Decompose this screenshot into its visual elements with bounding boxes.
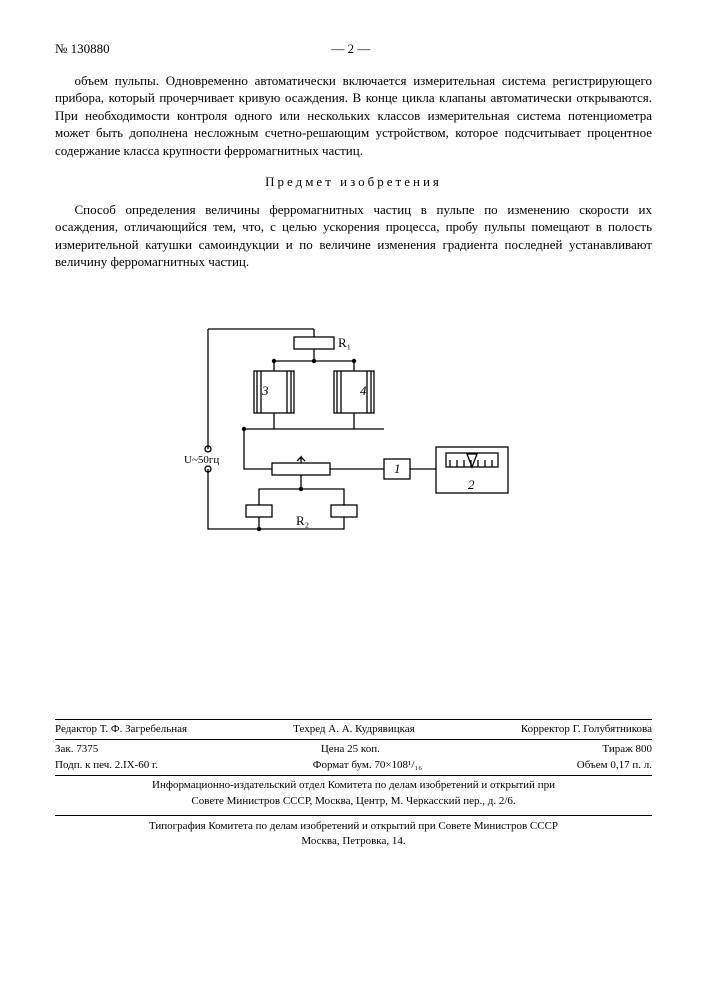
footer-line-2: Москва, Петровка, 14. (55, 834, 652, 849)
publisher-line-1: Информационно-издательский отдел Комитет… (55, 778, 652, 793)
tirage: Тираж 800 (602, 742, 652, 757)
body-para-2: Способ определения величины ферромагнитн… (55, 201, 652, 271)
publisher-line-2: Совете Министров СССР, Москва, Центр, М.… (55, 794, 652, 809)
label-4: 4 (360, 383, 367, 398)
header-spacer (592, 40, 652, 58)
footer: Типография Комитета по делам изобретений… (55, 815, 652, 849)
order-no: Зак. 7375 (55, 742, 98, 757)
page-number: — 2 — (331, 40, 370, 58)
label-r2: R₂ (296, 513, 309, 528)
signed-to-print: Подп. к печ. 2.IX-60 г. (55, 758, 158, 773)
colophon: Редактор Т. Ф. Загребельная Техред А. А.… (55, 719, 652, 809)
page-header: № 130880 — 2 — (55, 40, 652, 58)
label-3: 3 (261, 383, 269, 398)
body-para-1: объем пульпы. Одновременно автоматически… (55, 72, 652, 160)
editor: Редактор Т. Ф. Загребельная (55, 722, 187, 737)
volume: Объем 0,17 п. л. (577, 758, 652, 773)
label-u: U~50гц (184, 454, 219, 466)
circuit-diagram: R₁ R₂ U~50гц 3 4 1 2 (184, 299, 524, 559)
label-r1: R₁ (338, 335, 351, 350)
price: Цена 25 коп. (321, 742, 380, 757)
label-2: 2 (468, 477, 475, 492)
section-title: Предмет изобретения (55, 173, 652, 191)
proofreader: Корректор Г. Голубятникова (521, 722, 652, 737)
tech-editor: Техред А. А. Кудрявицкая (293, 722, 415, 737)
label-1: 1 (394, 461, 401, 476)
doc-number: № 130880 (55, 40, 110, 58)
footer-line-1: Типография Комитета по делам изобретений… (55, 819, 652, 834)
paper-format: Формат бум. 70×108¹/₁₆ (313, 758, 422, 773)
